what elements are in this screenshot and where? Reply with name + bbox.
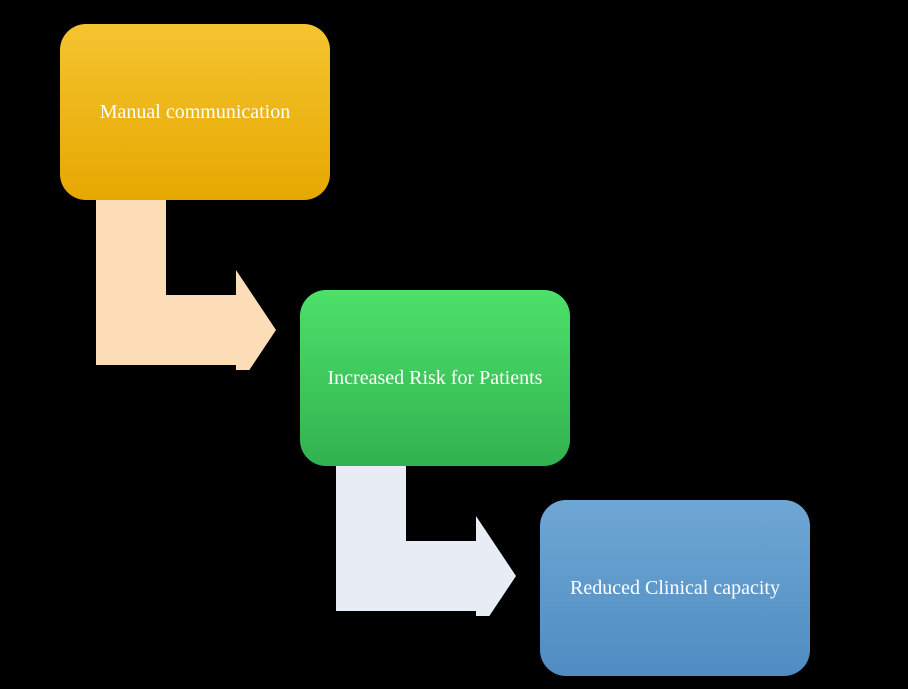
flow-node-label: Manual communication xyxy=(100,100,291,125)
flow-node-reduced-capacity: Reduced Clinical capacity xyxy=(540,500,810,676)
flow-arrow-2 xyxy=(336,466,540,616)
flow-arrow-1 xyxy=(96,200,300,370)
flow-node-label: Increased Risk for Patients xyxy=(328,366,543,391)
flow-node-label: Reduced Clinical capacity xyxy=(570,576,780,601)
flow-node-increased-risk: Increased Risk for Patients xyxy=(300,290,570,466)
flow-node-manual-communication: Manual communication xyxy=(60,24,330,200)
